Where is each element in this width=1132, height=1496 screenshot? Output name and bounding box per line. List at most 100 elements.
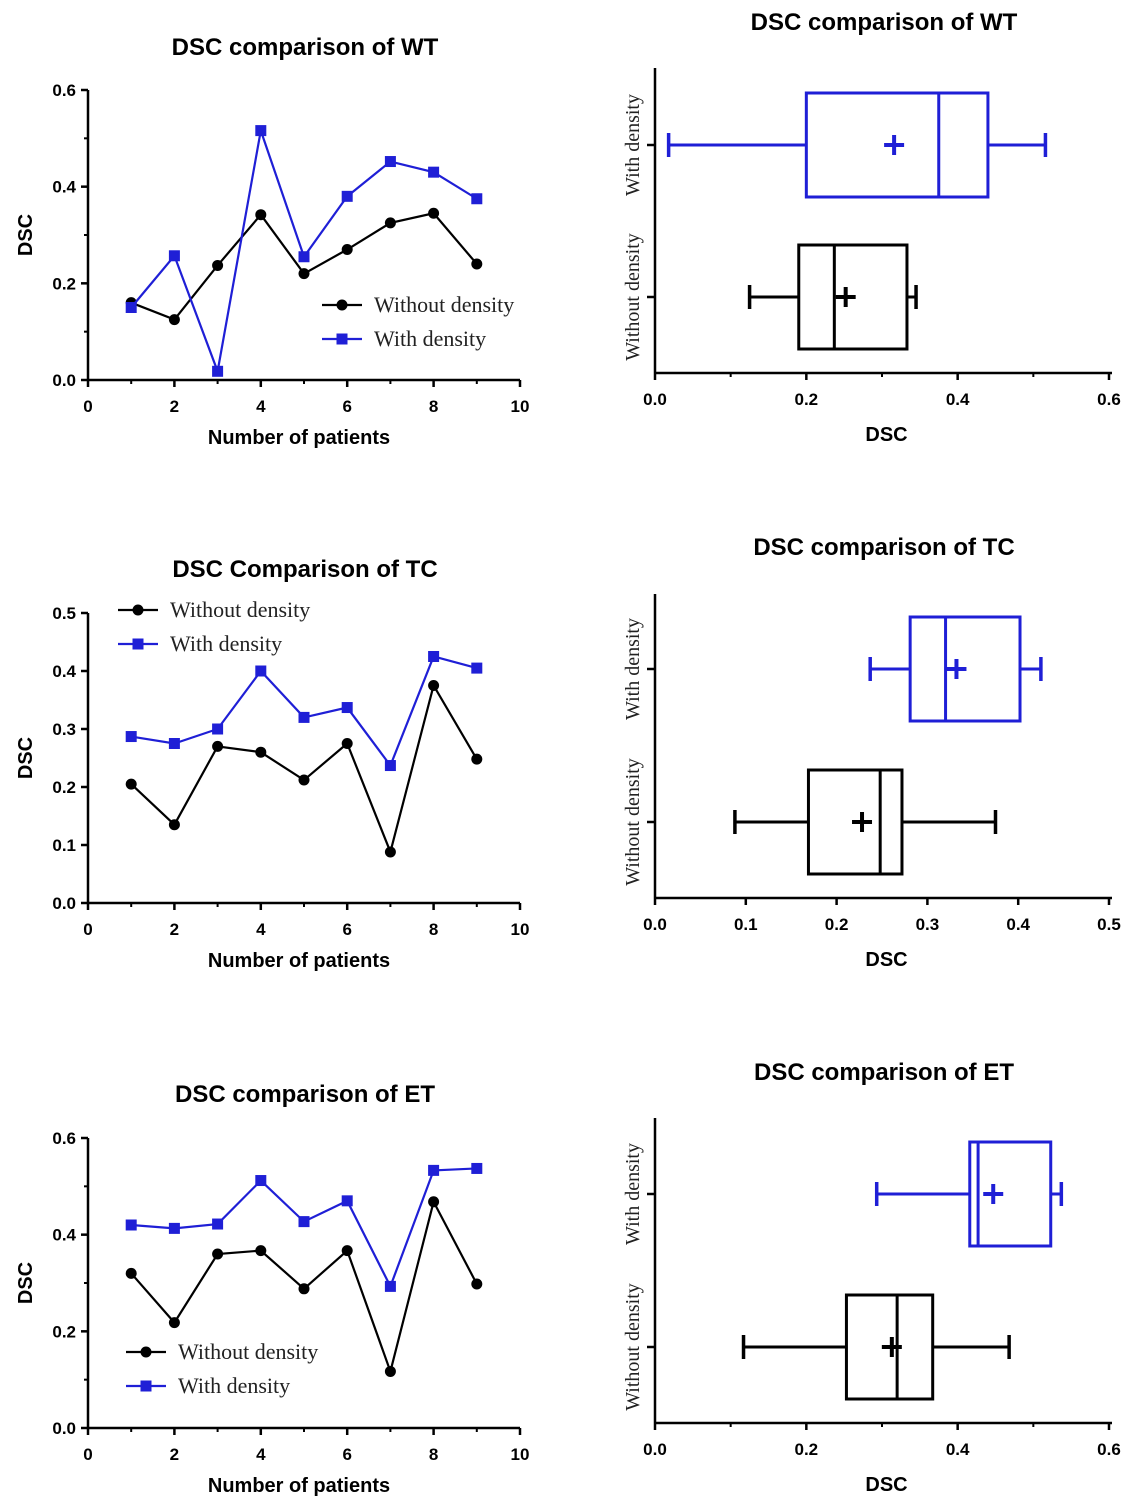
data-point xyxy=(255,746,267,758)
chart-title: DSC Comparison of TC xyxy=(172,556,437,583)
data-point xyxy=(471,753,483,765)
data-point xyxy=(255,1175,267,1187)
data-point xyxy=(428,1196,440,1208)
x-tick-label: 4 xyxy=(256,397,266,416)
x-axis-label: DSC xyxy=(865,949,907,971)
x-tick-label: 0.2 xyxy=(795,390,819,409)
x-tick-label: 2 xyxy=(170,920,179,939)
category-label: Without density xyxy=(622,1283,644,1411)
data-point xyxy=(255,209,267,221)
data-point xyxy=(298,251,310,263)
y-tick-label: 0.4 xyxy=(52,178,76,197)
data-point xyxy=(298,774,310,786)
data-point xyxy=(212,259,224,271)
series-line-1 xyxy=(131,1167,477,1290)
mean-marker xyxy=(983,1184,1004,1204)
data-point xyxy=(168,1317,180,1329)
line-chart-0: DSC comparison of WT 0.0 0.2 0.4 0.6 0 2 4 6 8 10 N… xyxy=(15,34,529,449)
x-tick-label: 4 xyxy=(256,1445,266,1464)
data-point xyxy=(212,740,224,752)
y-tick-label: 0.5 xyxy=(52,604,76,623)
x-tick-label: 2 xyxy=(170,1445,179,1464)
data-point xyxy=(428,166,440,178)
y-tick-label: 0.0 xyxy=(52,1419,76,1438)
chart-title: DSC comparison of TC xyxy=(753,534,1014,561)
category-label: Without density xyxy=(622,233,644,361)
box-chart-5: DSC comparison of ET 0.0 0.2 0.4 0.6 DSC With … xyxy=(622,1059,1121,1496)
x-tick-label: 2 xyxy=(170,397,179,416)
y-tick-label: 0.1 xyxy=(52,836,76,855)
data-point xyxy=(212,723,224,735)
data-point xyxy=(125,1219,137,1231)
category-label: With density xyxy=(622,1143,644,1245)
legend-label: With density xyxy=(170,631,282,656)
data-point xyxy=(384,217,396,229)
data-point xyxy=(471,1278,483,1290)
data-point xyxy=(341,1195,353,1207)
data-point xyxy=(341,738,353,749)
data-point xyxy=(212,1218,224,1230)
x-tick-label: 6 xyxy=(342,397,351,416)
x-tick-label: 0.6 xyxy=(1097,1440,1121,1459)
mean-marker xyxy=(852,812,873,832)
box-iqr xyxy=(804,91,990,199)
data-point xyxy=(428,207,440,219)
category-label: With density xyxy=(622,94,644,196)
data-point xyxy=(471,193,483,205)
y-tick-label: 0.3 xyxy=(52,720,76,739)
legend-label: With density xyxy=(178,1373,290,1398)
x-tick-label: 0.4 xyxy=(1006,915,1030,934)
x-tick-label: 0 xyxy=(83,1445,92,1464)
legend-marker xyxy=(140,1346,152,1358)
mean-marker xyxy=(946,659,967,679)
x-tick-label: 0.0 xyxy=(643,390,667,409)
data-point xyxy=(255,125,267,137)
data-point xyxy=(341,244,353,255)
x-tick-label: 0 xyxy=(83,397,92,416)
legend-label: With density xyxy=(374,326,486,351)
x-tick-label: 4 xyxy=(256,920,266,939)
legend-marker xyxy=(140,1380,152,1392)
data-point xyxy=(384,760,396,772)
data-point xyxy=(341,190,353,202)
legend-marker xyxy=(336,299,348,311)
y-tick-label: 0.4 xyxy=(52,662,76,681)
box-iqr xyxy=(908,615,1022,723)
data-point xyxy=(428,680,440,691)
y-axis-label: DSC xyxy=(15,1262,37,1304)
data-point xyxy=(125,1267,137,1279)
data-point xyxy=(125,731,137,743)
data-point xyxy=(384,1280,396,1292)
mean-marker xyxy=(881,1337,902,1357)
category-label: Without density xyxy=(622,758,644,886)
x-axis-label: Number of patients xyxy=(208,1475,390,1496)
box-iqr xyxy=(806,768,904,876)
data-point xyxy=(125,778,137,790)
x-tick-label: 0.3 xyxy=(916,915,940,934)
x-tick-label: 8 xyxy=(429,920,438,939)
y-axis-label: DSC xyxy=(15,214,37,256)
chart-title: DSC comparison of WT xyxy=(751,9,1018,36)
category-label: With density xyxy=(622,618,644,720)
x-tick-label: 0.0 xyxy=(643,915,667,934)
box-iqr xyxy=(968,1140,1053,1248)
x-tick-label: 6 xyxy=(342,920,351,939)
box-chart-3: DSC comparison of TC 0.0 0.1 0.2 0.3 0.4 0.5 DS… xyxy=(622,534,1121,971)
y-axis-label: DSC xyxy=(15,737,37,779)
mean-marker xyxy=(884,135,905,155)
x-axis-label: Number of patients xyxy=(208,427,390,449)
data-point xyxy=(471,1162,483,1174)
data-point xyxy=(428,1164,440,1176)
data-point xyxy=(428,651,440,662)
data-point xyxy=(168,819,180,831)
data-point xyxy=(384,156,396,168)
legend-marker xyxy=(132,604,144,616)
chart-title: DSC comparison of WT xyxy=(172,34,439,61)
y-tick-label: 0.6 xyxy=(52,81,76,100)
box-chart-1: DSC comparison of WT 0.0 0.2 0.4 0.6 DSC With … xyxy=(622,9,1121,446)
box-iqr xyxy=(797,243,909,351)
y-tick-label: 0.6 xyxy=(52,1129,76,1148)
x-tick-label: 10 xyxy=(511,397,530,416)
x-axis-label: DSC xyxy=(865,1474,907,1496)
